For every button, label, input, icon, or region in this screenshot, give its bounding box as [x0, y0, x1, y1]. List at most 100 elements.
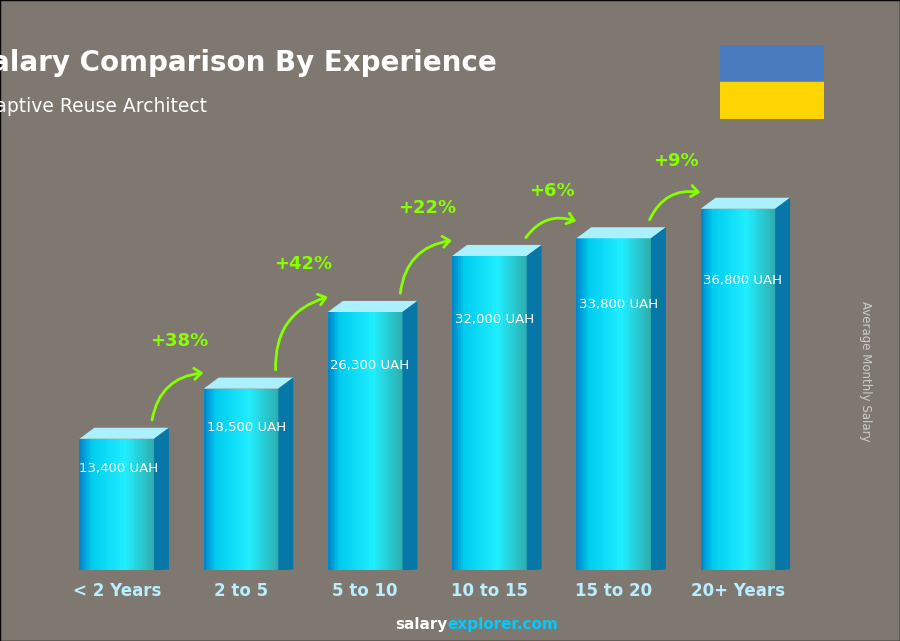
- Bar: [373, 312, 374, 570]
- Bar: [605, 238, 607, 570]
- Bar: [617, 238, 619, 570]
- Bar: [248, 388, 250, 570]
- Bar: [523, 256, 525, 570]
- Bar: [364, 312, 365, 570]
- Bar: [490, 256, 491, 570]
- Bar: [145, 439, 147, 570]
- Bar: [710, 209, 712, 570]
- Bar: [233, 388, 236, 570]
- Bar: [276, 388, 278, 570]
- Bar: [612, 238, 614, 570]
- Bar: [392, 312, 393, 570]
- Bar: [733, 209, 734, 570]
- Bar: [747, 209, 750, 570]
- Bar: [452, 256, 454, 570]
- Bar: [712, 209, 714, 570]
- Bar: [760, 209, 762, 570]
- Bar: [273, 388, 274, 570]
- Bar: [506, 256, 508, 570]
- Bar: [736, 209, 738, 570]
- Bar: [460, 256, 462, 570]
- Bar: [341, 312, 343, 570]
- Bar: [464, 256, 465, 570]
- Bar: [81, 439, 84, 570]
- Bar: [720, 81, 824, 119]
- Bar: [734, 209, 736, 570]
- Bar: [376, 312, 379, 570]
- Bar: [266, 388, 267, 570]
- Bar: [217, 388, 219, 570]
- Bar: [762, 209, 764, 570]
- Bar: [700, 209, 703, 570]
- Bar: [128, 439, 130, 570]
- Bar: [219, 388, 220, 570]
- Bar: [642, 238, 643, 570]
- Bar: [121, 439, 122, 570]
- Bar: [205, 388, 208, 570]
- Bar: [755, 209, 757, 570]
- Bar: [751, 209, 753, 570]
- Bar: [250, 388, 252, 570]
- Bar: [382, 312, 384, 570]
- Bar: [770, 209, 771, 570]
- Bar: [708, 209, 710, 570]
- Bar: [644, 238, 645, 570]
- Bar: [346, 312, 348, 570]
- Bar: [367, 312, 369, 570]
- Bar: [586, 238, 588, 570]
- Bar: [638, 238, 640, 570]
- Bar: [329, 312, 332, 570]
- Bar: [729, 209, 731, 570]
- Bar: [147, 439, 149, 570]
- Bar: [738, 209, 740, 570]
- Bar: [79, 439, 82, 570]
- Bar: [100, 439, 102, 570]
- Bar: [256, 388, 258, 570]
- Bar: [112, 439, 113, 570]
- Bar: [210, 388, 212, 570]
- Bar: [143, 439, 145, 570]
- Bar: [626, 238, 629, 570]
- Polygon shape: [651, 227, 666, 570]
- Bar: [354, 312, 356, 570]
- Bar: [87, 439, 89, 570]
- Bar: [719, 209, 722, 570]
- Bar: [478, 256, 481, 570]
- Bar: [91, 439, 93, 570]
- Text: explorer.com: explorer.com: [447, 617, 558, 633]
- Bar: [215, 388, 217, 570]
- Bar: [631, 238, 633, 570]
- Bar: [465, 256, 467, 570]
- Bar: [254, 388, 256, 570]
- Bar: [590, 238, 591, 570]
- Bar: [633, 238, 634, 570]
- Bar: [226, 388, 229, 570]
- Polygon shape: [154, 428, 169, 570]
- Bar: [647, 238, 649, 570]
- Text: +38%: +38%: [149, 332, 208, 350]
- Bar: [104, 439, 106, 570]
- Bar: [239, 388, 241, 570]
- Bar: [400, 312, 402, 570]
- Bar: [454, 256, 456, 570]
- Bar: [610, 238, 612, 570]
- Bar: [360, 312, 362, 570]
- Text: Average Monthly Salary: Average Monthly Salary: [860, 301, 872, 442]
- Polygon shape: [452, 245, 542, 256]
- Bar: [495, 256, 497, 570]
- Bar: [93, 439, 94, 570]
- Bar: [721, 209, 724, 570]
- Bar: [140, 439, 141, 570]
- Bar: [115, 439, 117, 570]
- Bar: [476, 256, 479, 570]
- Bar: [619, 238, 621, 570]
- Bar: [113, 439, 115, 570]
- Bar: [262, 388, 264, 570]
- Bar: [486, 256, 488, 570]
- Bar: [752, 209, 755, 570]
- Bar: [388, 312, 390, 570]
- Bar: [395, 312, 397, 570]
- Bar: [131, 439, 134, 570]
- Bar: [86, 439, 87, 570]
- Bar: [766, 209, 768, 570]
